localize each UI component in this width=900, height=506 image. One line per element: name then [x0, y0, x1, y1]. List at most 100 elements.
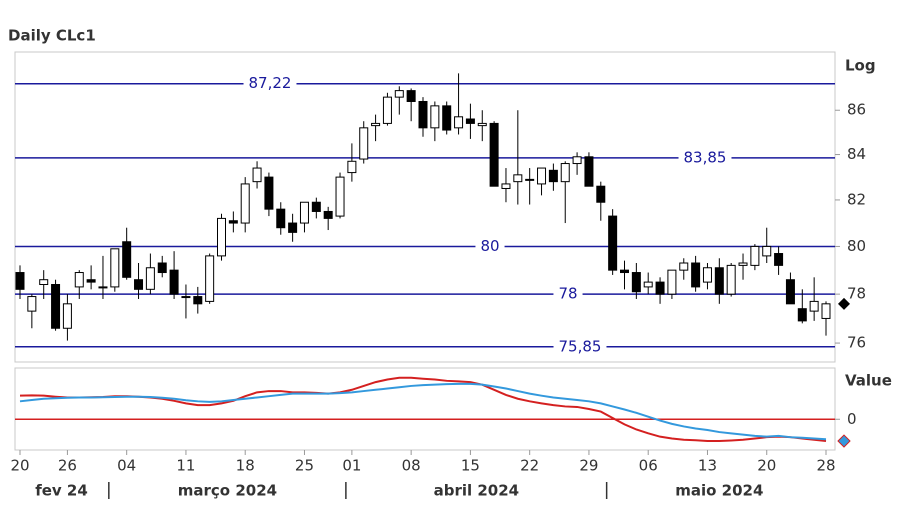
candle-body: [359, 127, 369, 160]
candle-body: [193, 296, 203, 305]
candle-body: [39, 279, 49, 286]
candle-body: [655, 281, 665, 295]
candle-body: [406, 90, 416, 102]
candle-body: [691, 262, 701, 288]
candle-body: [537, 167, 547, 185]
candle-body: [785, 279, 795, 305]
indicator-line: [19, 376, 827, 443]
candle-body: [110, 248, 120, 288]
x-tick-label: 08: [402, 457, 421, 475]
candle-body: [750, 245, 760, 266]
y-tick-label: 0: [847, 410, 857, 428]
level-label-bg: [553, 336, 607, 357]
candle-body: [98, 286, 108, 289]
candle-body: [821, 303, 831, 319]
level-label: 87,22: [249, 74, 292, 92]
candle-body: [702, 267, 712, 283]
candle-body: [74, 272, 84, 288]
candle-body: [548, 169, 558, 183]
level-label-bg: [553, 284, 583, 305]
y-tick-label: 84: [847, 145, 866, 163]
candle-body: [418, 100, 428, 129]
candle-body: [240, 183, 250, 224]
chart-title: Daily CLc1: [8, 27, 96, 45]
candle-body: [572, 156, 582, 165]
candle-body: [809, 300, 819, 312]
x-tick-label: 29: [579, 457, 598, 475]
candle-body: [157, 262, 167, 274]
last-value-marker: [837, 434, 851, 448]
candle-body: [276, 208, 286, 229]
candle-body: [584, 156, 594, 187]
candle-body: [371, 122, 381, 127]
x-tick-label: 18: [236, 457, 255, 475]
month-label: março 2024: [178, 482, 277, 500]
x-tick-label: 01: [342, 457, 361, 475]
candle-body: [86, 279, 96, 283]
candle-body: [335, 176, 345, 217]
candle-body: [679, 262, 689, 271]
indicator-line: [19, 382, 827, 441]
candle-body: [726, 264, 736, 295]
candle-body: [15, 272, 25, 290]
candle-body: [122, 241, 132, 278]
level-label: 75,85: [559, 337, 602, 355]
candle-body: [264, 176, 274, 210]
candle-body: [714, 267, 724, 295]
candle-body: [323, 210, 333, 219]
last-value-marker: [838, 297, 850, 310]
candle-body: [525, 178, 535, 181]
candle-body: [228, 220, 238, 224]
level-label: 80: [480, 237, 499, 255]
month-label: maio 2024: [675, 482, 763, 500]
candle-body: [620, 269, 629, 274]
candle-body: [252, 167, 262, 183]
y-tick-label: 80: [847, 237, 866, 255]
candle-body: [631, 272, 641, 293]
candle-body: [299, 201, 309, 224]
x-tick-label: 15: [461, 457, 480, 475]
y-tick-label: 86: [847, 101, 866, 119]
y-tick-label: 76: [847, 334, 866, 352]
month-label: abril 2024: [434, 482, 520, 500]
x-tick-label: 28: [816, 457, 835, 475]
candle-body: [442, 105, 452, 131]
candle-body: [596, 185, 606, 203]
candle-body: [217, 217, 226, 257]
candle-body: [667, 269, 677, 295]
candle-body: [738, 262, 748, 266]
candle-body: [51, 284, 61, 329]
candle-body: [489, 122, 499, 187]
candle-body: [288, 222, 298, 233]
candle-body: [382, 96, 392, 124]
candle-body: [430, 105, 440, 129]
x-tick-label: 26: [58, 457, 77, 475]
candle-body: [774, 253, 784, 266]
candle-body: [347, 160, 357, 174]
x-tick-label: 25: [295, 457, 314, 475]
x-tick-label: 06: [639, 457, 658, 475]
candle-body: [797, 308, 807, 322]
candle-body: [513, 174, 523, 183]
x-tick-label: 13: [698, 457, 717, 475]
candle-body: [608, 215, 618, 271]
candle-body: [169, 269, 179, 295]
candle-body: [465, 118, 475, 124]
y-axis-label: Log: [845, 57, 876, 75]
candle-body: [27, 296, 37, 312]
x-tick-label: 04: [117, 457, 136, 475]
candle-body: [311, 201, 321, 212]
y-tick-label: 82: [847, 190, 866, 208]
candle-body: [394, 90, 404, 98]
x-tick-label: 20: [10, 457, 29, 475]
candle-body: [762, 245, 772, 257]
main-panel: [14, 51, 836, 363]
candle-body: [145, 267, 155, 290]
indicator-panel: [14, 367, 836, 451]
candle-body: [134, 279, 144, 290]
level-label: 78: [558, 285, 577, 303]
level-label: 83,85: [684, 148, 727, 166]
x-tick-label: 22: [520, 457, 539, 475]
candle-body: [501, 183, 511, 189]
